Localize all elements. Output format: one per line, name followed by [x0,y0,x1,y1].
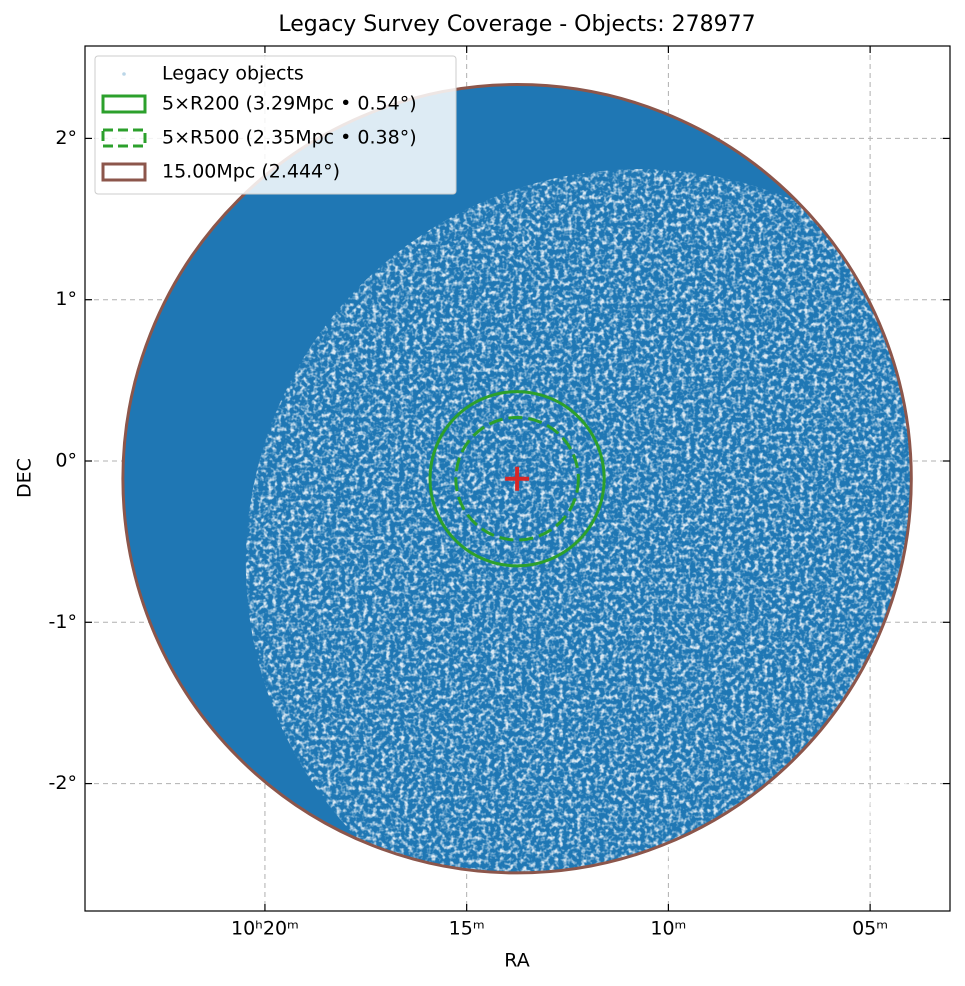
center-marker [505,466,530,491]
x-tick-label: 15ᵐ [449,918,485,940]
legend-label: 5×R200 (3.29Mpc • 0.54°) [162,93,417,115]
y-tick-label: -2° [49,772,77,794]
radius-circle [428,390,606,568]
legend-marker [101,128,147,148]
legend-marker [101,94,147,114]
legend-label: 5×R500 (2.35Mpc • 0.38°) [162,127,417,149]
x-tick-label: 10ʰ20ᵐ [231,918,299,940]
x-tick-label: 05ᵐ [852,918,888,940]
x-tick-label: 10ᵐ [650,918,686,940]
legend-label: 15.00Mpc (2.444°) [162,161,340,183]
legend-marker [122,72,126,76]
y-tick-label: 2° [55,127,77,149]
plot-frame [84,45,951,912]
legend-marker [101,162,147,182]
legend-box [94,55,457,195]
overlay: 2° 1° 0° -1° -2° 10ʰ20ᵐ 15ᵐ 10ᵐ 05ᵐ Legacy object… [49,45,951,940]
y-axis-label: DEC [14,458,36,498]
chart-title: Legacy Survey Coverage - Objects: 278977 [278,12,755,37]
y-tick-label: 0° [55,450,77,472]
legend-label: Legacy objects [162,63,304,85]
y-tick-label: 1° [55,288,77,310]
radius-circle [121,83,913,875]
radius-circle [454,415,580,542]
x-axis-label: RA [504,950,529,972]
legend: Legacy objects 5×R200 (3.29Mpc • 0.54°) 5×… [94,55,457,195]
plot-area [85,46,950,911]
y-tick-label: -1° [49,611,77,633]
